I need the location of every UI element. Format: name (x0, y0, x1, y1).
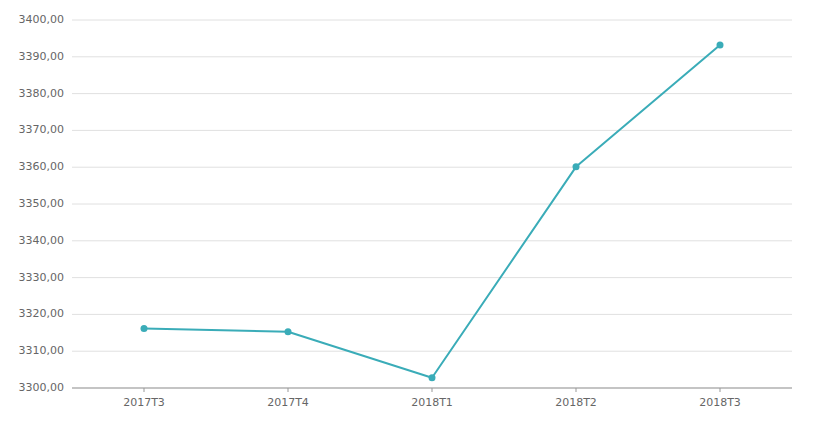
grid-line (72, 93, 792, 94)
y-tick-label: 3300,00 (19, 381, 65, 394)
y-tick-label: 3310,00 (19, 344, 65, 357)
y-tick-label: 3400,00 (19, 13, 65, 26)
point (141, 325, 148, 332)
x-tick-label: 2018T2 (555, 396, 597, 409)
grid-line (72, 277, 792, 278)
x-axis: 2017T3 2017T4 2018T1 2018T2 2018T3 (72, 388, 792, 409)
x-tick-label: 2017T3 (123, 396, 165, 409)
x-tick (144, 388, 145, 392)
y-tick-label: 3380,00 (19, 87, 65, 100)
grid-line (72, 56, 792, 57)
chart: 3300,00 3310,00 3320,00 3330,00 3340,00 3350,… (0, 0, 816, 436)
grid-line (72, 240, 792, 241)
x-tick (720, 388, 721, 392)
y-tick-label: 3350,00 (19, 197, 65, 210)
grid-line (72, 314, 792, 315)
y-tick-label: 3390,00 (19, 50, 65, 63)
x-tick (432, 388, 433, 392)
grid-line (72, 20, 792, 21)
y-tick-label: 3340,00 (19, 234, 65, 247)
x-tick (576, 388, 577, 392)
y-tick-label: 3360,00 (19, 160, 65, 173)
x-tick-label: 2017T4 (267, 396, 309, 409)
x-tick-label: 2018T3 (699, 396, 741, 409)
point (429, 374, 436, 381)
point (285, 328, 292, 335)
y-tick-label: 3330,00 (19, 271, 65, 284)
y-tick-label: 3370,00 (19, 123, 65, 136)
grid-line (72, 167, 792, 168)
point (573, 163, 580, 170)
plot-area (141, 42, 724, 382)
grid-line (72, 130, 792, 131)
x-tick-label: 2018T1 (411, 396, 453, 409)
line (144, 45, 720, 378)
y-axis: 3300,00 3310,00 3320,00 3330,00 3340,00 3350,… (19, 13, 793, 394)
x-tick (288, 388, 289, 392)
y-tick-label: 3320,00 (19, 307, 65, 320)
grid-line (72, 204, 792, 205)
grid-line (72, 351, 792, 352)
point (717, 42, 724, 49)
